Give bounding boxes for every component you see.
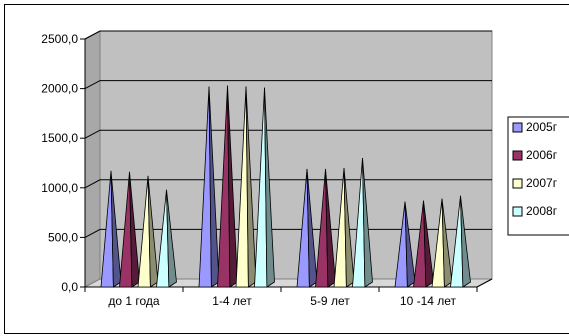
bar-side-face (166, 189, 177, 288)
bar-4-3 (352, 158, 373, 288)
bar-side-face (362, 158, 373, 288)
bar-side-face (423, 200, 434, 288)
x-tick-label: до 1 года (108, 294, 160, 308)
bar-side-face (227, 85, 238, 288)
bar-1-3 (296, 168, 318, 288)
bar-2-2 (217, 85, 238, 288)
legend-label: 2007г (526, 176, 558, 190)
x-tick-label: 10 -14 лет (400, 294, 457, 308)
bar-4-2 (254, 87, 275, 288)
x-tick-label: 1-4 лет (212, 294, 252, 308)
bar-2-4 (413, 200, 434, 288)
legend-swatch (512, 150, 523, 161)
plot-side-wall (84, 30, 101, 288)
plot-back-wall (99, 30, 493, 280)
bar-side-face (264, 87, 275, 288)
bar-1-1 (100, 170, 122, 288)
bar-side-face (129, 171, 140, 288)
y-tick-label: 1000,0 (41, 181, 78, 195)
legend-swatch (512, 206, 523, 217)
bar-side-face (110, 170, 122, 288)
bar-4-1 (156, 189, 177, 288)
chart-frame: 0,0 500,0 1000,0 1500,0 2000,0 2500,0 до 1 го… (4, 4, 569, 334)
legend-swatch (512, 122, 523, 133)
bar-3-2 (235, 86, 257, 288)
y-tick-label: 2000,0 (41, 82, 78, 96)
bar-side-face (343, 167, 355, 288)
bar-2-3 (315, 168, 336, 288)
y-tick-label: 1500,0 (41, 131, 78, 145)
bar-side-face (306, 168, 318, 288)
bar-2-1 (119, 171, 140, 288)
bar-side-face (404, 201, 416, 288)
bar-side-face (325, 168, 336, 288)
gridline (84, 30, 492, 40)
gridline (84, 80, 492, 90)
y-tick-label: 0,0 (61, 280, 78, 294)
legend-label: 2006г (526, 148, 558, 162)
bar-1-4 (394, 201, 416, 288)
legend-label: 2005г (526, 120, 558, 134)
bar-4-4 (450, 195, 471, 288)
y-tick-label: 2500,0 (41, 32, 78, 46)
bar-side-face (147, 175, 159, 288)
bar-side-face (208, 86, 220, 288)
bar-side-face (441, 198, 453, 288)
chart-svg: 0,0 500,0 1000,0 1500,0 2000,0 2500,0 до 1 го… (41, 30, 569, 308)
y-tick-label: 500,0 (48, 230, 78, 244)
bar-3-1 (137, 175, 159, 288)
legend-swatch (512, 178, 523, 189)
gridline (84, 129, 492, 139)
legend-label: 2008г (526, 204, 558, 218)
bar-1-2 (198, 86, 220, 288)
bar-side-face (245, 86, 257, 288)
bar-3-4 (431, 198, 453, 288)
bar-side-face (460, 195, 471, 288)
bar-3-3 (333, 167, 355, 288)
x-tick-label: 5-9 лет (310, 294, 350, 308)
